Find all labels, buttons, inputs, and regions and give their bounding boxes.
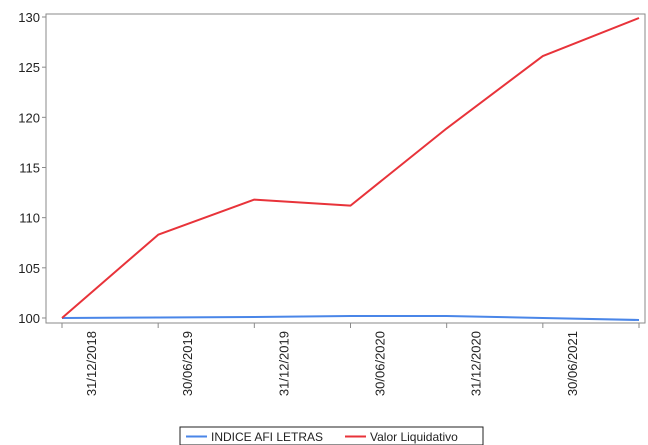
series-line-0 bbox=[61, 315, 640, 321]
legend-label-1: Valor Liquidativo bbox=[370, 430, 458, 444]
legend-label-0: INDICE AFI LETRAS bbox=[211, 430, 323, 444]
y-tick-label: 110 bbox=[19, 211, 40, 226]
y-axis: 100 105 110 115 120 125 130 bbox=[18, 10, 46, 326]
y-tick-label: 125 bbox=[18, 60, 40, 75]
x-tick-label: 31/12/2020 bbox=[469, 331, 484, 396]
y-tick-label: 100 bbox=[18, 311, 40, 326]
y-tick-label: 105 bbox=[18, 261, 40, 276]
x-tick-label: 30/06/2021 bbox=[565, 331, 580, 396]
series-line-1 bbox=[61, 17, 640, 319]
y-tick-label: 115 bbox=[19, 160, 40, 175]
x-tick-label: 30/06/2019 bbox=[180, 331, 195, 396]
x-tick-label: 31/12/2019 bbox=[276, 331, 291, 396]
y-tick-label: 120 bbox=[18, 110, 40, 125]
x-axis: 31/12/2018 30/06/2019 31/12/2019 30/06/2020… bbox=[61, 323, 640, 396]
x-tick-label: 30/06/2020 bbox=[373, 331, 388, 396]
x-tick-label: 31/12/2018 bbox=[84, 331, 99, 396]
legend: INDICE AFI LETRAS Valor Liquidativo bbox=[179, 426, 484, 445]
legend-box bbox=[179, 426, 484, 445]
y-tick-label: 130 bbox=[18, 10, 40, 25]
plot-area bbox=[45, 13, 646, 324]
series-lines bbox=[61, 17, 640, 321]
